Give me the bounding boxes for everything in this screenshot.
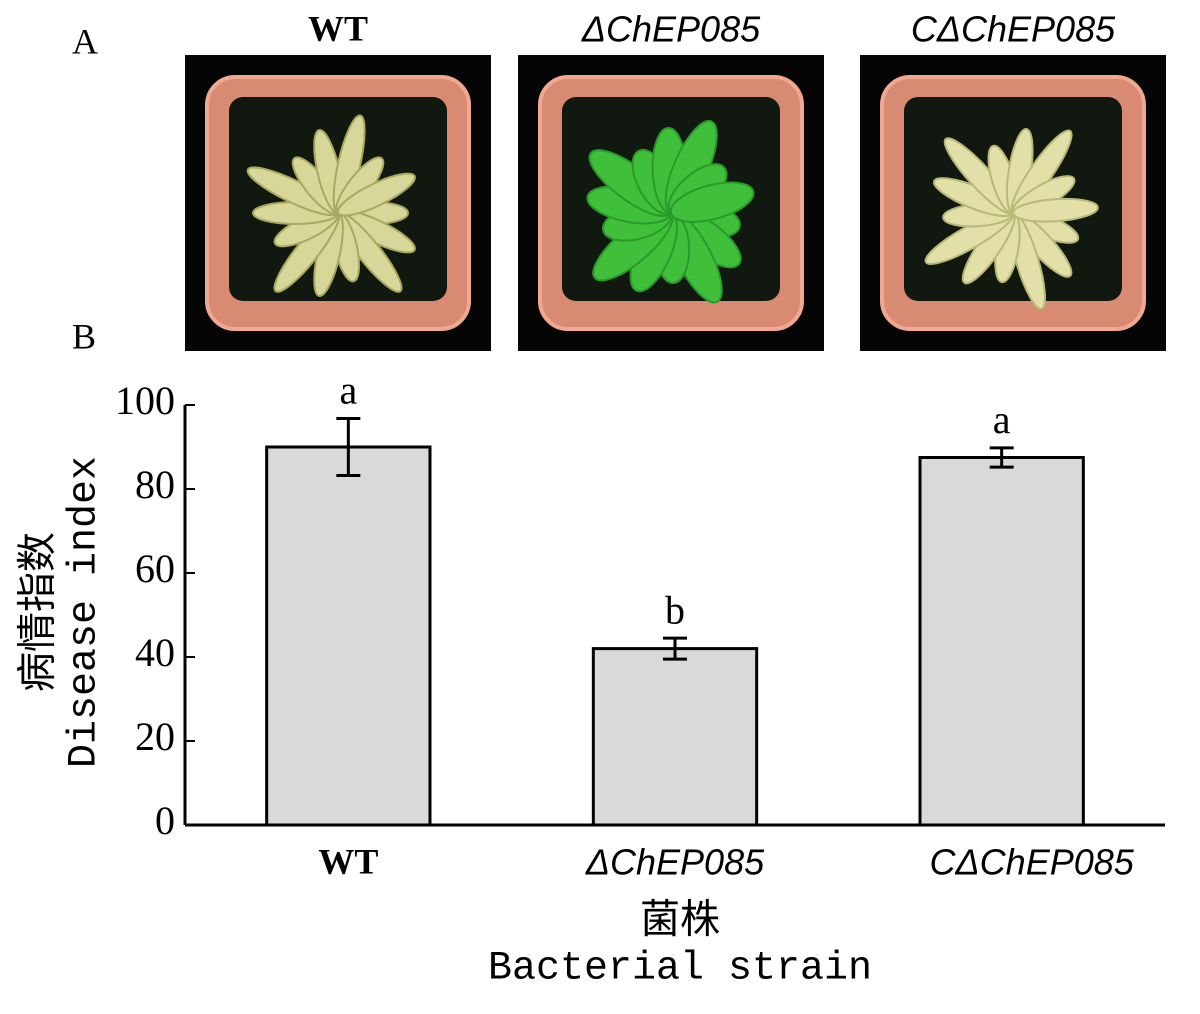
- x-axis-label: Bacterial strain: [488, 947, 872, 992]
- x-tick-label: ΔChEP085: [585, 842, 765, 883]
- x-axis-label-cn: 菌株: [640, 899, 720, 946]
- x-tick-label: WT: [318, 841, 378, 881]
- y-tick-label: 20: [135, 714, 175, 759]
- y-axis-label-cn: 病情指数: [17, 532, 64, 692]
- photo-panel: WT ΔChEP085 CΔChEP085: [185, 8, 1166, 351]
- photo-label: WT: [308, 8, 368, 48]
- y-axis-label: Disease index: [63, 456, 108, 768]
- y-tick-label: 40: [135, 630, 175, 675]
- y-tick-label: 60: [135, 546, 175, 591]
- leaf: [669, 181, 755, 223]
- photo-label: CΔChEP085: [911, 9, 1116, 50]
- x-tick-label: CΔChEP085: [930, 842, 1135, 883]
- y-tick-label: 100: [115, 378, 175, 423]
- y-tick-label: 80: [135, 462, 175, 507]
- significance-letter: b: [665, 587, 685, 632]
- y-tick-label: 0: [155, 798, 175, 843]
- significance-letter: a: [993, 397, 1011, 442]
- photo-label: ΔChEP085: [581, 9, 761, 50]
- leaf: [1011, 197, 1099, 223]
- bar: [591, 647, 759, 827]
- bar: [265, 445, 432, 827]
- panel-label: B: [72, 316, 96, 356]
- panel-label: A: [72, 21, 98, 61]
- significance-letter: a: [339, 368, 357, 413]
- leaf: [336, 172, 416, 217]
- bar: [918, 456, 1085, 827]
